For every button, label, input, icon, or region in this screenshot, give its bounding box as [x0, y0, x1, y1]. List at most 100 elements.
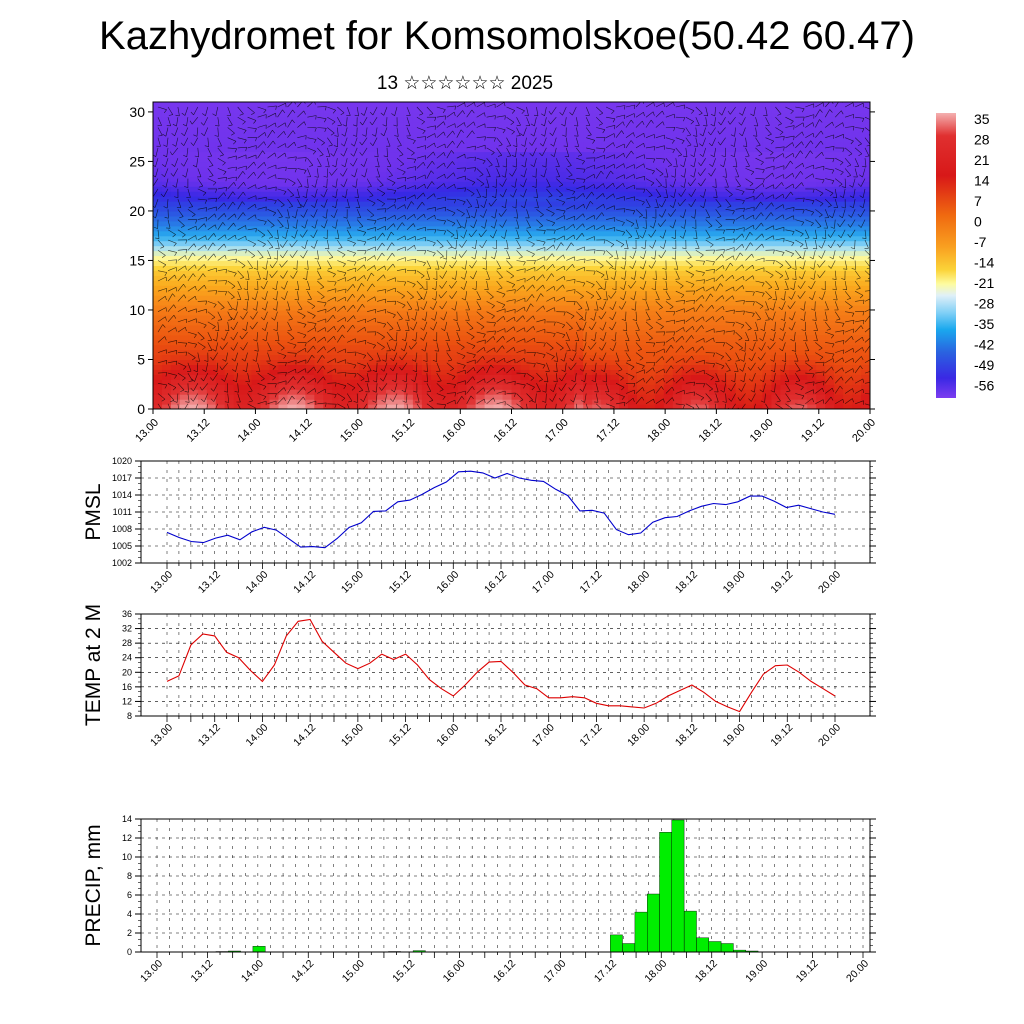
heatmap-cell: [421, 176, 432, 182]
heatmap-cell: [206, 111, 217, 118]
heatmap-cell: [430, 136, 441, 143]
heatmap-cell: [699, 121, 710, 128]
heatmap-cell: [233, 275, 244, 281]
heatmap-cell: [224, 270, 235, 276]
heatmap-cell: [762, 389, 773, 395]
heatmap-cell: [215, 319, 226, 326]
heatmap-cell: [861, 106, 870, 113]
heatmap-cell: [188, 230, 199, 237]
heatmap-cell: [681, 116, 692, 123]
heatmap-cell: [735, 111, 746, 118]
heatmap-cell: [278, 329, 289, 336]
heatmap-cell: [574, 181, 584, 187]
heatmap-cell: [170, 151, 181, 158]
heatmap-cell: [206, 106, 217, 113]
heatmap-cell: [744, 369, 755, 375]
heatmap-cell: [197, 379, 208, 385]
heatmap-cell: [386, 270, 396, 276]
heatmap-cell: [592, 156, 602, 163]
heatmap-cell: [753, 126, 764, 133]
heatmap-cell: [251, 102, 262, 108]
heatmap-cell: [421, 364, 432, 370]
heatmap-cell: [547, 106, 557, 113]
heatmap-cell: [619, 201, 629, 207]
heatmap-cell: [798, 166, 808, 172]
heatmap-cell: [332, 265, 342, 271]
heatmap-cell: [412, 309, 423, 316]
heatmap-cell: [762, 305, 773, 311]
heatmap-cell: [269, 329, 280, 336]
heatmap-cell: [735, 260, 746, 266]
heatmap-cell: [583, 210, 593, 217]
heatmap-cell: [368, 196, 378, 202]
heatmap-cell: [188, 220, 199, 227]
heatmap-cell: [260, 176, 271, 182]
heatmap-cell: [861, 280, 870, 286]
heatmap-cell: [323, 116, 333, 123]
heatmap-cell: [574, 354, 584, 361]
heatmap-cell: [224, 146, 235, 153]
heatmap-cell: [753, 280, 764, 286]
heatmap-cell: [359, 151, 369, 158]
heatmap-cell: [789, 384, 799, 390]
heatmap-cell: [861, 205, 870, 212]
heatmap-cell: [439, 384, 450, 390]
heatmap-cell: [780, 275, 790, 281]
heatmap-cell: [448, 280, 459, 286]
heatmap-cell: [359, 280, 369, 286]
heatmap-cell: [359, 369, 369, 375]
heatmap-cell: [233, 369, 244, 375]
heatmap-cell: [529, 324, 539, 331]
heatmap-cell: [350, 319, 360, 326]
heatmap-cell: [601, 295, 611, 301]
heatmap-cell: [305, 215, 315, 222]
heatmap-cell: [179, 245, 190, 252]
heatmap-cell: [565, 349, 575, 356]
heatmap-cell: [663, 176, 674, 182]
heatmap-cell: [852, 349, 862, 356]
heatmap-cell: [215, 305, 226, 311]
heatmap-cell: [502, 305, 513, 311]
heatmap-cell: [511, 309, 522, 316]
heatmap-cell: [753, 215, 764, 222]
heatmap-cell: [619, 116, 629, 123]
heatmap-cell: [188, 389, 199, 395]
heatmap-cell: [332, 280, 342, 286]
heatmap-cell: [556, 131, 566, 138]
heatmap-cell: [377, 404, 387, 409]
heatmap-cell: [448, 404, 459, 409]
heatmap-cell: [314, 196, 324, 202]
wind-barb: [157, 239, 165, 247]
heatmap-cell: [368, 374, 378, 380]
heatmap-cell: [654, 309, 665, 316]
heatmap-cell: [601, 176, 611, 182]
heatmap-cell: [457, 295, 468, 301]
heatmap-cell: [834, 354, 844, 361]
heatmap-cell: [574, 215, 584, 222]
heatmap-cell: [735, 389, 746, 395]
heatmap-cell: [350, 191, 360, 197]
heatmap-cell: [161, 250, 172, 257]
heatmap-cell: [672, 399, 683, 405]
heatmap-cell: [475, 235, 486, 242]
heatmap-cell: [502, 235, 513, 242]
heatmap-cell: [206, 131, 217, 138]
heatmap-cell: [368, 394, 378, 400]
heatmap-cell: [843, 255, 853, 262]
heatmap-cell: [493, 210, 504, 217]
heatmap-cell: [179, 215, 190, 222]
heatmap-cell: [645, 334, 656, 341]
heatmap-cell: [233, 384, 244, 390]
heatmap-cell: [556, 295, 566, 301]
heatmap-cell: [323, 161, 333, 167]
heatmap-cell: [359, 300, 369, 306]
heatmap-cell: [690, 349, 701, 356]
heatmap-cell: [645, 235, 656, 242]
heatmap-cell: [610, 126, 620, 133]
heatmap-cell: [807, 369, 817, 375]
heatmap-cell: [368, 260, 378, 266]
heatmap-cell: [457, 260, 468, 266]
heatmap-cell: [520, 319, 531, 326]
heatmap-cell: [601, 196, 611, 202]
heatmap-cell: [825, 285, 835, 291]
